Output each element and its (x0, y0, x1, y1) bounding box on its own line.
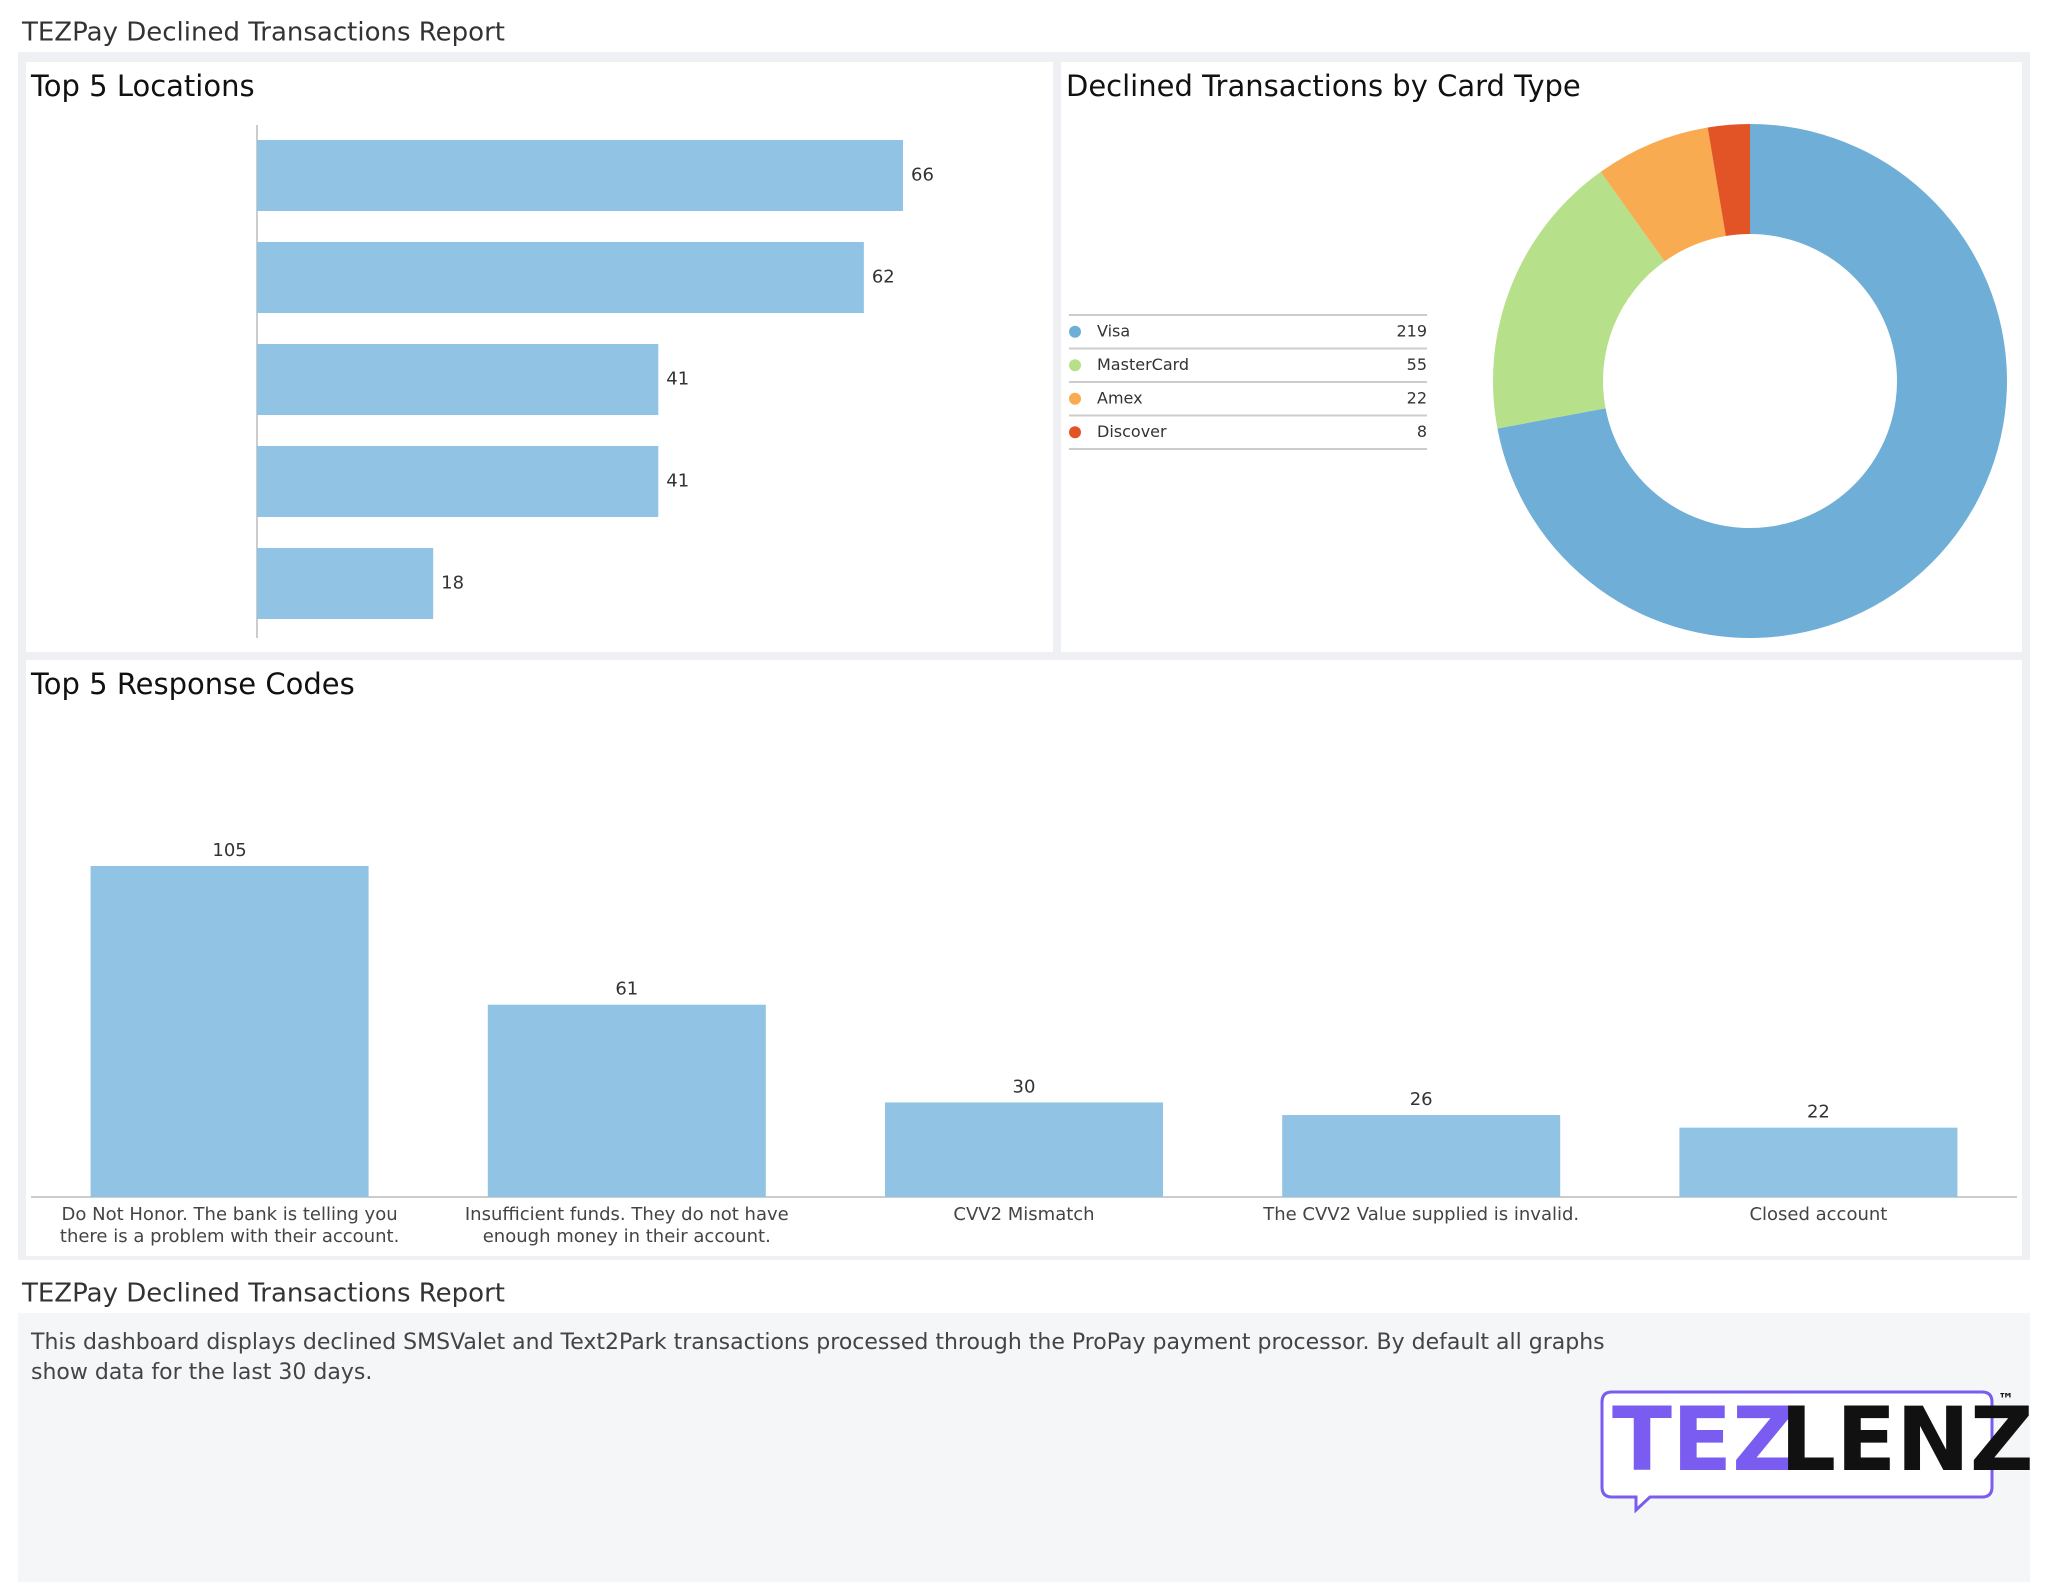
data-label: 66 (911, 165, 934, 186)
legend-swatch (1069, 392, 1081, 405)
page-title: TEZPay Declined Transactions Report (21, 18, 505, 48)
chart-title: Top 5 Response Codes (30, 667, 355, 701)
bar (257, 140, 903, 211)
x-tick-label: Insufficient funds. They do not have eno… (464, 1204, 789, 1247)
logo-tm: ™ (1998, 1390, 2014, 1409)
logo-text: TEZ (1612, 1388, 1796, 1491)
legend-value: 22 (1407, 388, 1427, 407)
chart-title: Top 5 Locations (30, 69, 255, 103)
legend-label: Discover (1097, 422, 1167, 441)
logo: TEZ LENZ ™ (1600, 1388, 2034, 1514)
x-tick-label: The CVV2 Value supplied is invalid. (1263, 1204, 1580, 1225)
data-label: 18 (441, 573, 464, 594)
x-tick-label: Closed account (1749, 1204, 1888, 1225)
logo-text: LENZ (1780, 1388, 2034, 1491)
footer-title: TEZPay Declined Transactions Report (21, 1279, 505, 1309)
legend-value: 8 (1417, 422, 1427, 441)
data-label: 61 (615, 979, 638, 1000)
legend-value: 55 (1407, 355, 1427, 374)
bar (885, 1102, 1163, 1197)
logo-frame (1600, 1390, 1994, 1514)
bar (257, 548, 434, 619)
legend-swatch (1069, 325, 1081, 338)
data-label: 62 (872, 267, 895, 288)
x-tick-label: CVV2 Mismatch (953, 1204, 1095, 1225)
legend-swatch (1069, 359, 1081, 372)
legend-swatch (1069, 426, 1081, 439)
donut-slice (1600, 127, 1726, 262)
chart-title: Declined Transactions by Card Type (1066, 69, 1581, 103)
bar (257, 242, 864, 313)
data-label: 26 (1410, 1089, 1433, 1110)
legend-label: MasterCard (1097, 355, 1189, 374)
bar (257, 344, 659, 415)
donut-slice (1492, 171, 1665, 429)
bar (1679, 1127, 1958, 1197)
legend-value: 219 (1396, 321, 1427, 340)
legend-label: Visa (1097, 321, 1130, 340)
data-label: 22 (1807, 1102, 1830, 1123)
bar (487, 1004, 766, 1197)
bar (257, 446, 659, 517)
data-label: 30 (1013, 1076, 1036, 1097)
donut-slice (1497, 124, 2007, 638)
data-label: 105 (212, 840, 246, 861)
data-label: 41 (666, 471, 689, 492)
bar (90, 866, 369, 1197)
legend-label: Amex (1097, 388, 1143, 407)
x-tick-label: Do Not Honor. The bank is telling you th… (59, 1204, 400, 1247)
bar (1282, 1115, 1561, 1197)
footer-text: This dashboard displays declined SMSVale… (31, 1330, 1605, 1385)
donut-slice (1707, 124, 1750, 236)
data-label: 41 (666, 369, 689, 390)
